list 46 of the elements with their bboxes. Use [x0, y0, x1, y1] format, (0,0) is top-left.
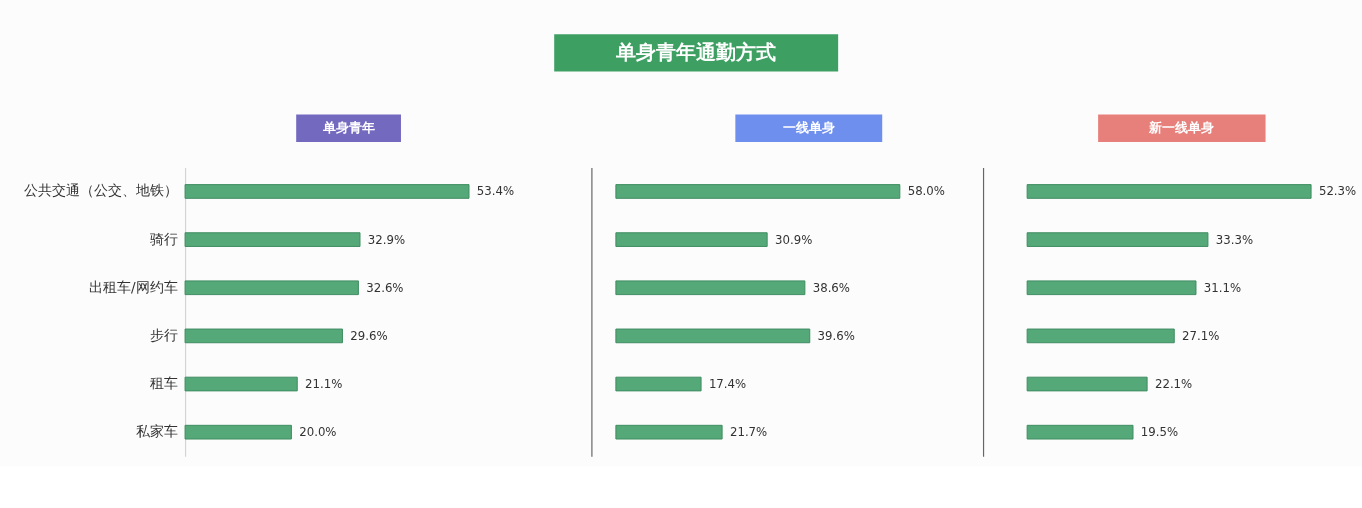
bar — [1026, 328, 1175, 344]
data-label: 33.3% — [1215, 232, 1254, 247]
data-label: 17.4% — [708, 376, 747, 391]
data-label: 21.7% — [729, 425, 768, 440]
data-label: 32.6% — [366, 280, 404, 295]
y-tick-label: 私家车 — [135, 423, 178, 440]
chart-title: 新一线单身 — [1148, 120, 1215, 136]
bar — [184, 184, 470, 199]
bar — [615, 328, 811, 344]
bar — [615, 184, 901, 199]
data-label: 32.9% — [367, 232, 406, 247]
bar — [615, 280, 806, 296]
text: 单身青年通勤方式 — [615, 40, 777, 64]
y-tick-label: 骑行 — [149, 230, 178, 247]
chart-title: 单身青年 — [321, 120, 375, 136]
bar — [184, 328, 343, 344]
data-label: 53.4% — [476, 184, 515, 199]
data-label: 21.1% — [305, 376, 343, 391]
bar — [1026, 232, 1209, 247]
data-label: 38.6% — [812, 280, 850, 295]
y-tick-label: 租车 — [149, 374, 178, 391]
data-label: 19.5% — [1140, 425, 1179, 440]
y-tick-label: 公共交通（公交、地铁） — [23, 182, 178, 199]
bar — [615, 424, 723, 440]
bar — [1026, 424, 1134, 440]
bar — [1026, 280, 1197, 296]
bar — [615, 376, 702, 392]
data-label: 52.3% — [1318, 184, 1357, 199]
bar — [1026, 184, 1312, 199]
bar — [184, 376, 298, 392]
chart-title: 一线单身 — [782, 120, 835, 136]
bar — [615, 232, 768, 247]
bar — [184, 232, 361, 247]
bar — [184, 280, 359, 296]
data-label: 58.0% — [907, 184, 945, 199]
data-label: 39.6% — [817, 328, 855, 343]
data-label: 20.0% — [299, 425, 337, 440]
y-tick-label: 步行 — [149, 326, 178, 343]
y-tick-label: 出租车/网约车 — [89, 278, 178, 295]
bar — [1026, 376, 1148, 392]
bar — [184, 424, 292, 440]
data-label: 30.9% — [775, 232, 813, 247]
data-label: 22.1% — [1154, 376, 1193, 391]
data-label: 29.6% — [350, 328, 388, 343]
data-label: 27.1% — [1182, 328, 1220, 343]
data-label: 31.1% — [1203, 280, 1242, 295]
